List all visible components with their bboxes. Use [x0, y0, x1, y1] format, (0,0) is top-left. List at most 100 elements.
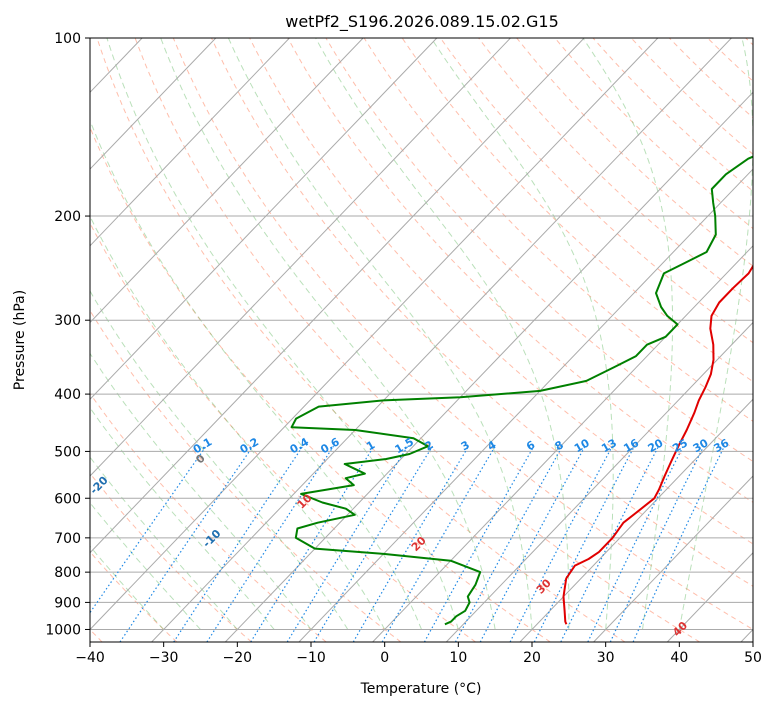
- moist-adiabat-line: [582, 38, 673, 630]
- x-tick-label: −10: [296, 650, 326, 666]
- y-tick-label: 400: [54, 387, 81, 403]
- x-tick-label: 0: [380, 650, 389, 666]
- moist-adiabat-line: [90, 545, 165, 630]
- mixing-ratio-line: [173, 445, 304, 642]
- x-tick-label: −30: [149, 650, 179, 666]
- dry-adiabat-line: [745, 38, 753, 46]
- mixing-ratio-line: [560, 445, 660, 642]
- y-tick-label: 300: [54, 313, 81, 329]
- mixing-ratio-label: 25: [670, 436, 690, 455]
- grid-layer: [0, 38, 753, 642]
- isotherm-line: [593, 475, 753, 642]
- dry-adiabat-label: -30: [0, 420, 11, 443]
- mixing-ratio-label: 16: [621, 436, 641, 455]
- mixing-ratio-line: [509, 445, 613, 642]
- x-tick-label: −40: [75, 650, 105, 666]
- mixing-ratio-line: [609, 445, 705, 642]
- y-tick-label: 900: [54, 595, 81, 611]
- mixing-ratio-line: [423, 445, 535, 642]
- isotherm-line: [740, 628, 753, 642]
- dry-adiabat-line: [249, 38, 753, 545]
- dry-adiabat-line: [90, 472, 252, 642]
- isotherm-line: [0, 38, 68, 642]
- mixing-ratio-line: [352, 445, 470, 642]
- moist-adiabat-line: [315, 38, 570, 630]
- dry-adiabat-line: [90, 392, 327, 642]
- dry-adiabat-line: [592, 38, 753, 192]
- dry-adiabat-line: [90, 309, 402, 642]
- mixing-ratio-line: [454, 445, 563, 642]
- isotherm-line: [90, 38, 290, 247]
- dry-adiabat-line: [134, 38, 700, 642]
- x-axis-label: Temperature (°C): [360, 681, 482, 697]
- mixing-ratio-label: 0.6: [318, 435, 342, 456]
- isotherm-line: [90, 38, 511, 477]
- series-layer: [290, 155, 753, 626]
- dry-adiabat-line: [554, 38, 753, 230]
- mixing-ratio-line: [90, 445, 207, 614]
- mixing-ratio-line: [632, 445, 725, 642]
- dry-adiabat-label: 20: [409, 534, 429, 554]
- mixing-ratio-label: 10: [572, 436, 592, 455]
- dry-adiabat-line: [325, 38, 753, 463]
- isotherm-line: [298, 168, 753, 642]
- mixing-ratio-line: [313, 445, 434, 642]
- y-tick-label: 500: [54, 444, 81, 460]
- isotherm-line: [151, 38, 732, 642]
- dry-adiabat-line: [172, 38, 753, 631]
- mixing-ratio-label: 0.2: [238, 435, 261, 456]
- x-tick-label: 10: [449, 650, 467, 666]
- y-tick-label: 800: [54, 565, 81, 581]
- isotherm-line: [90, 38, 438, 400]
- chart-title: wetPf2_S196.2026.089.15.02.G15: [285, 12, 559, 32]
- moist-adiabat-line: [678, 38, 753, 630]
- moist-adiabat-line: [90, 352, 312, 630]
- isotherm-line: [224, 91, 753, 642]
- moist-adiabat-line: [90, 215, 386, 630]
- dewpoint-profile-line: [290, 155, 753, 626]
- y-tick-label: 600: [54, 491, 81, 507]
- isotherm-line: [519, 398, 753, 642]
- moist-adiabat-line: [90, 407, 275, 630]
- mixing-ratio-line: [587, 445, 684, 642]
- dry-adiabat-line: [439, 38, 753, 344]
- dry-adiabat-label: -20: [87, 474, 110, 497]
- mixing-ratio-line: [533, 445, 635, 642]
- dry-adiabat-label: 30: [534, 576, 554, 596]
- mixing-ratio-line: [250, 445, 375, 642]
- mixing-ratio-label: 13: [599, 436, 619, 455]
- dry-adiabat-line: [668, 38, 753, 119]
- moist-adiabat-line: [90, 456, 238, 630]
- mixing-ratio-label: 20: [646, 436, 666, 455]
- dry-adiabat-line: [90, 126, 551, 642]
- moist-adiabat-line: [90, 502, 201, 630]
- isotherm-line: [90, 38, 585, 554]
- dry-adiabat-line: [211, 38, 753, 587]
- mixing-ratio-label: 30: [691, 436, 711, 455]
- x-tick-label: −20: [223, 650, 253, 666]
- isotherm-line: [90, 38, 659, 631]
- moist-adiabat-line: [90, 119, 422, 630]
- y-tick-label: 200: [54, 209, 81, 225]
- dry-adiabat-line: [96, 38, 626, 642]
- dry-adiabat-line: [90, 222, 476, 642]
- mixing-ratio-line: [206, 445, 335, 642]
- axis-layer: −40 −30 −20 −10 0 10 20 30 40 50 100 200 300 400 500 60…: [45, 31, 762, 666]
- isotherm-line: [90, 38, 364, 324]
- isotherm-line: [372, 245, 753, 642]
- y-tick-label: 1000: [45, 622, 81, 638]
- isotherm-line: [445, 321, 753, 642]
- mixing-ratio-line: [286, 445, 409, 642]
- y-axis-label: Pressure (hPa): [12, 290, 28, 390]
- x-tick-label: 20: [523, 650, 541, 666]
- dry-adiabat-line: [478, 38, 753, 305]
- mixing-ratio-line: [119, 445, 254, 642]
- x-tick-label: 40: [670, 650, 688, 666]
- temperature-profile-line: [562, 264, 753, 625]
- isotherm-line: [90, 38, 217, 170]
- isotherm-line: [666, 552, 753, 642]
- y-tick-label: 100: [54, 31, 81, 47]
- moist-adiabat-line: [227, 38, 533, 630]
- x-tick-label: 50: [744, 650, 762, 666]
